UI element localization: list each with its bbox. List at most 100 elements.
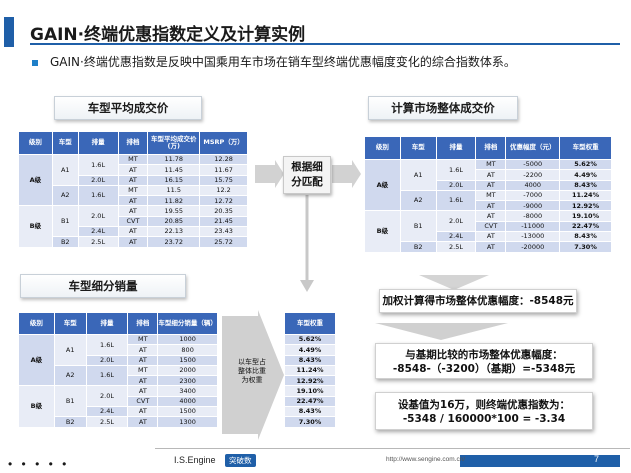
gear-cell: MT (127, 364, 159, 377)
table-header-row: 车型权重 (284, 312, 336, 335)
disp-cell: 1.6L (77, 154, 119, 176)
weight-cell: 4.49% (284, 344, 336, 356)
disp-cell: 1.6L (435, 159, 477, 181)
value-cell: 12.28 (199, 153, 248, 166)
model-cell: A1 (53, 334, 87, 366)
value-cell: 11.82 (147, 195, 201, 207)
disp-cell: 2.0L (85, 354, 129, 366)
col-header: 排档 (475, 136, 507, 160)
col-header: 级别 (18, 131, 53, 155)
table-row: B2 2.5L AT -20000 7.30% (365, 241, 612, 253)
gear-cell: AT (475, 169, 507, 181)
value-cell: -9000 (505, 200, 561, 212)
class-cell: A级 (18, 333, 55, 387)
label-market-price: 计算市场整体成交价 (368, 96, 518, 120)
gear-cell: AT (475, 200, 507, 212)
label-avg-price: 车型平均成交价 (54, 96, 202, 120)
intro-text: GAIN·终端优惠指数是反映中国乘用车市场在销车型终端优惠幅度变化的综合指数体系… (32, 53, 516, 70)
col-header: 车型 (399, 136, 437, 160)
value-cell: 11.5 (147, 184, 201, 197)
result-compare-line1: 与基期比较的市场整体优惠幅度： (405, 349, 563, 361)
table-row: A级 A1 1.6L MT -5000 5.62% (364, 158, 612, 212)
col-header: 车型细分销量（辆） (157, 312, 218, 335)
gear-cell: AT (117, 226, 149, 238)
result-compare: 与基期比较的市场整体优惠幅度： -8548-（-3200）（基期）=-5348元 (375, 343, 593, 379)
value-cell: 3400 (157, 385, 218, 397)
weight-cell: 4.49% (559, 169, 612, 181)
slide-title: GAIN·终端优惠指数定义及计算实例 (30, 25, 306, 45)
model-cell: B1 (53, 385, 87, 418)
table-header-row: 级别 车型 排量 排档 车型细分销量（辆） (18, 312, 218, 335)
col-header: 车型平均成交价(万) (147, 131, 201, 155)
disp-cell: 2.0L (77, 174, 119, 186)
table-row: A级 A1 1.6L MT 11.78 12.28 (18, 153, 248, 207)
weight-cell: 8.43% (559, 179, 612, 191)
weight-cell: 19.10% (559, 210, 612, 222)
footer-brand: I.S.Engine (174, 455, 216, 465)
disp-cell: 2.0L (85, 385, 129, 408)
gear-cell: AT (127, 406, 159, 418)
footer-tag: 突破数 (225, 454, 256, 467)
col-header: 级别 (18, 312, 55, 335)
result-index-line2: -5348 / 160000*100 = -3.34 (402, 413, 566, 425)
title-accent-bar (4, 17, 14, 47)
table-row: B2 2.5L AT 1300 (19, 416, 218, 428)
value-cell: 23.72 (147, 236, 201, 248)
col-header: 级别 (364, 136, 401, 160)
col-header: 优惠幅度（元） (505, 136, 561, 160)
gear-cell: MT (117, 153, 149, 166)
arrow-match-to-right (332, 160, 361, 188)
table-row: 7.30% (284, 416, 336, 428)
model-cell: B1 (51, 205, 79, 238)
value-cell: 25.72 (199, 236, 248, 248)
table-row: AT 11.82 12.72 (19, 195, 248, 207)
weight-cell: 12.92% (559, 200, 612, 212)
value-cell: 1000 (157, 333, 218, 346)
gear-cell: AT (127, 375, 159, 387)
col-header: 排量 (85, 312, 129, 335)
result-compare-line2: -8548-（-3200）（基期）=-5348元 (392, 363, 576, 375)
gear-cell: MT (475, 189, 507, 202)
value-cell: 4000 (157, 395, 218, 408)
value-cell: 22.13 (147, 226, 201, 238)
table-row: A2 1.6L MT 11.5 12.2 (19, 184, 248, 207)
table-row: B2 2.5L AT 23.72 25.72 (19, 236, 248, 248)
value-cell: 2000 (157, 364, 218, 377)
disp-cell: 1.6L (435, 189, 477, 212)
gear-cell: AT (117, 205, 149, 217)
disp-cell: 2.5L (77, 236, 119, 248)
bullet-icon (32, 59, 38, 66)
value-cell: -2200 (505, 169, 561, 181)
value-cell: -13000 (505, 231, 561, 243)
match-box: 根据细 分匹配 (283, 156, 331, 194)
weight-cell: 8.43% (284, 406, 336, 418)
disp-cell: 1.6L (85, 364, 129, 387)
table-row: 11.24% (284, 364, 336, 377)
table-row: 2.4L AT 22.13 23.43 (19, 226, 248, 238)
col-header: 车型 (51, 131, 79, 155)
label-segment-sales: 车型细分销量 (20, 274, 186, 298)
gear-cell: AT (117, 236, 149, 248)
weight-cell: 12.92% (284, 375, 336, 387)
disp-cell: 2.5L (85, 416, 129, 428)
model-cell: B1 (399, 210, 437, 243)
footer-dots: • • • • • (8, 457, 70, 471)
match-box-line1: 根据细 (291, 161, 323, 173)
value-cell: 1500 (157, 406, 218, 418)
disp-cell: 2.0L (435, 210, 477, 233)
disp-cell: 2.4L (85, 406, 129, 418)
model-cell: B2 (399, 241, 437, 253)
value-cell: -7000 (505, 189, 561, 202)
table-row: AT 11.45 11.67 (19, 164, 248, 176)
table-avg-price: 级别 车型 排量 排档 车型平均成交价(万) MSRP（万） A级 A1 1.6… (18, 131, 248, 248)
col-header: 车型 (53, 312, 87, 335)
arrow-left-to-match (255, 160, 284, 188)
class-cell: A级 (364, 158, 401, 212)
value-cell: 11.78 (147, 153, 201, 166)
value-cell: 4000 (505, 179, 561, 191)
value-cell: 20.85 (147, 215, 201, 228)
arrow-down-2 (375, 323, 508, 340)
weight-cell: 5.62% (559, 158, 612, 171)
disp-cell: 2.4L (77, 226, 119, 238)
col-header: 排档 (127, 312, 159, 335)
